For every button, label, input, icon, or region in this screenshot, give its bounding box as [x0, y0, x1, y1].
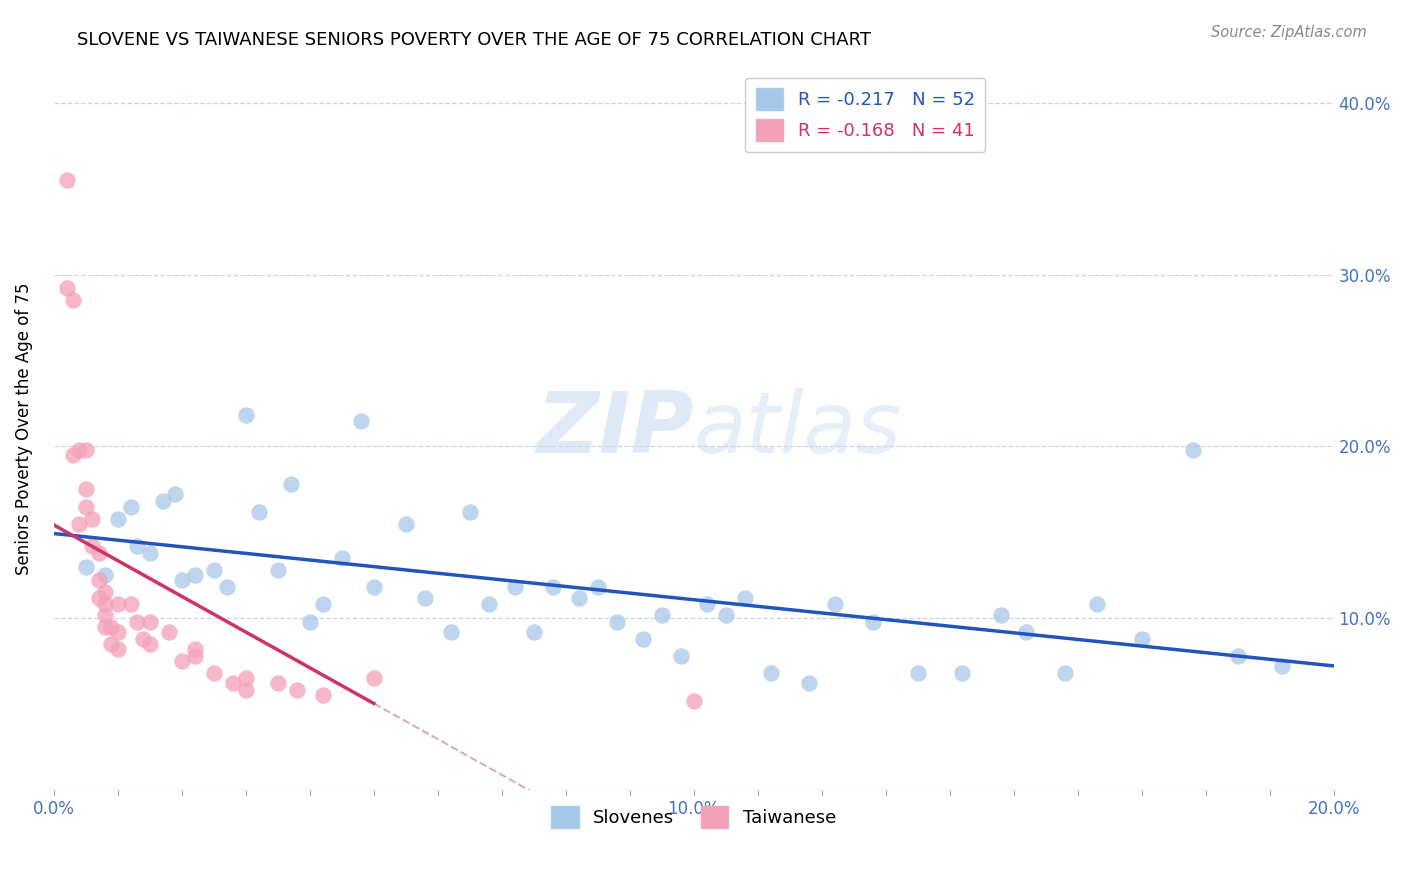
- Point: [183, 648, 205, 663]
- Point: [94, 607, 117, 622]
- Point: [132, 632, 155, 646]
- Point: [363, 671, 385, 685]
- Text: Source: ZipAtlas.com: Source: ZipAtlas.com: [1211, 25, 1367, 40]
- Point: [669, 648, 692, 663]
- Point: [87, 591, 110, 605]
- Point: [215, 580, 238, 594]
- Point: [862, 615, 884, 629]
- Point: [1130, 632, 1153, 646]
- Point: [125, 615, 148, 629]
- Point: [1053, 666, 1076, 681]
- Text: SLOVENE VS TAIWANESE SENIORS POVERTY OVER THE AGE OF 75 CORRELATION CHART: SLOVENE VS TAIWANESE SENIORS POVERTY OVE…: [77, 31, 872, 49]
- Point: [235, 409, 257, 423]
- Point: [350, 414, 373, 428]
- Point: [55, 173, 77, 187]
- Text: atlas: atlas: [693, 388, 901, 471]
- Point: [139, 637, 162, 651]
- Point: [478, 598, 501, 612]
- Point: [439, 624, 461, 639]
- Point: [100, 637, 122, 651]
- Point: [541, 580, 564, 594]
- Point: [94, 620, 117, 634]
- Point: [107, 598, 129, 612]
- Point: [1015, 624, 1038, 639]
- Point: [1085, 598, 1108, 612]
- Point: [62, 293, 84, 308]
- Point: [363, 580, 385, 594]
- Point: [298, 615, 321, 629]
- Point: [82, 539, 104, 553]
- Point: [183, 642, 205, 657]
- Point: [990, 607, 1012, 622]
- Point: [139, 615, 162, 629]
- Point: [125, 539, 148, 553]
- Point: [235, 683, 257, 698]
- Point: [280, 477, 302, 491]
- Point: [75, 442, 97, 457]
- Point: [458, 505, 481, 519]
- Point: [1181, 442, 1204, 457]
- Point: [267, 676, 290, 690]
- Point: [107, 511, 129, 525]
- Point: [567, 591, 589, 605]
- Point: [152, 494, 174, 508]
- Point: [606, 615, 628, 629]
- Point: [157, 624, 180, 639]
- Point: [267, 563, 290, 577]
- Point: [395, 516, 418, 531]
- Point: [247, 505, 270, 519]
- Point: [94, 568, 117, 582]
- Point: [631, 632, 654, 646]
- Point: [523, 624, 546, 639]
- Point: [75, 559, 97, 574]
- Point: [413, 591, 436, 605]
- Point: [107, 624, 129, 639]
- Point: [82, 511, 104, 525]
- Point: [170, 574, 193, 588]
- Point: [75, 483, 97, 497]
- Point: [183, 568, 205, 582]
- Point: [285, 683, 308, 698]
- Point: [55, 281, 77, 295]
- Text: ZIP: ZIP: [536, 388, 693, 471]
- Point: [503, 580, 526, 594]
- Point: [311, 598, 333, 612]
- Y-axis label: Seniors Poverty Over the Age of 75: Seniors Poverty Over the Age of 75: [15, 283, 32, 575]
- Point: [222, 676, 245, 690]
- Point: [67, 442, 90, 457]
- Point: [311, 689, 333, 703]
- Point: [87, 546, 110, 560]
- Point: [202, 563, 225, 577]
- Point: [824, 598, 846, 612]
- Point: [94, 585, 117, 599]
- Point: [330, 551, 353, 566]
- Point: [62, 448, 84, 462]
- Point: [170, 654, 193, 668]
- Point: [1226, 648, 1249, 663]
- Point: [120, 598, 142, 612]
- Point: [120, 500, 142, 514]
- Point: [139, 546, 162, 560]
- Point: [714, 607, 737, 622]
- Point: [907, 666, 929, 681]
- Point: [952, 666, 974, 681]
- Legend: Slovenes, Taiwanese: Slovenes, Taiwanese: [544, 798, 844, 835]
- Point: [759, 666, 782, 681]
- Point: [67, 516, 90, 531]
- Point: [75, 500, 97, 514]
- Point: [1271, 659, 1294, 673]
- Point: [94, 598, 117, 612]
- Point: [202, 666, 225, 681]
- Point: [651, 607, 673, 622]
- Point: [87, 574, 110, 588]
- Point: [235, 671, 257, 685]
- Point: [696, 598, 718, 612]
- Point: [734, 591, 756, 605]
- Point: [682, 693, 704, 707]
- Point: [586, 580, 609, 594]
- Point: [100, 620, 122, 634]
- Point: [165, 487, 187, 501]
- Point: [797, 676, 820, 690]
- Point: [107, 642, 129, 657]
